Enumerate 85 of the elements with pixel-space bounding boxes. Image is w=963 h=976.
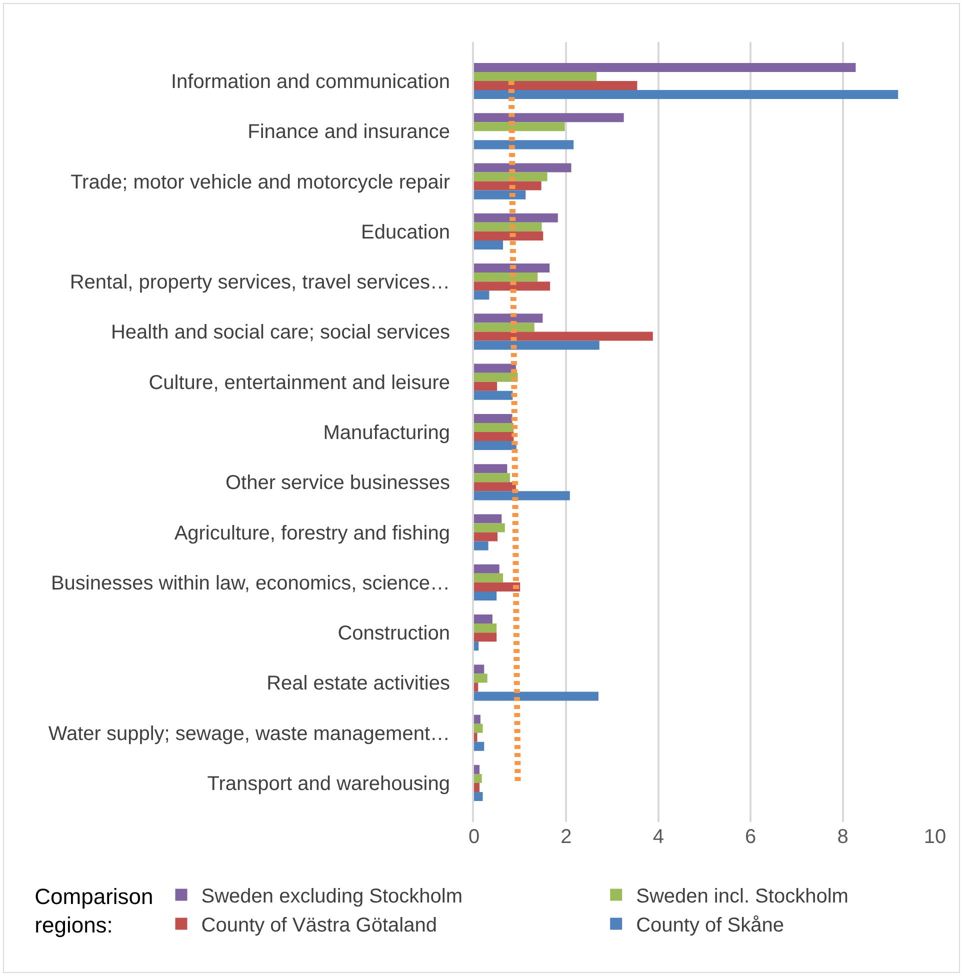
y-tick-label: Water supply; sewage, waste management… <box>48 722 450 745</box>
bar <box>474 692 598 701</box>
y-tick-label: Transport and warehousing <box>207 773 450 795</box>
legend-title: Comparison regions: <box>34 884 154 938</box>
bar <box>474 290 490 300</box>
bar <box>474 742 484 751</box>
bar <box>474 591 497 600</box>
x-tick-label: 0 <box>468 826 480 848</box>
bar <box>474 163 572 172</box>
bar <box>474 714 480 724</box>
y-tick-label: Trade; motor vehicle and motorcycle repair <box>70 171 450 194</box>
bar <box>474 81 638 90</box>
bar <box>474 674 488 683</box>
bar <box>474 172 548 182</box>
bar <box>474 541 488 550</box>
y-tick-label: Rental, property services, travel services… <box>70 272 450 294</box>
legend-label: County of Västra Götaland <box>201 914 437 936</box>
bar <box>474 282 550 291</box>
y-tick-label: Manufacturing <box>323 422 450 444</box>
x-tick-label: 6 <box>745 826 756 848</box>
bar <box>474 682 478 692</box>
bar <box>474 441 516 450</box>
bar <box>474 240 504 250</box>
bar <box>474 564 500 574</box>
bar <box>474 764 480 774</box>
bar <box>474 642 479 651</box>
y-tick-label: Other service businesses <box>225 472 450 494</box>
bar <box>474 190 526 200</box>
bar <box>474 582 520 592</box>
bar <box>474 272 538 282</box>
bar <box>474 314 543 323</box>
bar <box>474 783 480 792</box>
bar <box>474 664 484 674</box>
y-tick-label: Finance and insurance <box>248 121 450 144</box>
bar <box>474 514 502 524</box>
y-tick-label: Businesses within law, economics, science… <box>50 572 450 594</box>
bar <box>474 792 483 802</box>
bar <box>474 414 512 423</box>
bar <box>474 482 516 492</box>
bar <box>474 624 497 633</box>
bar <box>474 432 514 442</box>
bar <box>474 532 498 542</box>
bar <box>474 724 483 733</box>
bar <box>474 473 510 482</box>
bar <box>474 390 513 400</box>
y-tick-label: Agriculture, forestry and fishing <box>174 522 450 544</box>
x-tick-label: 4 <box>652 826 664 848</box>
bar <box>474 213 558 222</box>
bar <box>474 90 898 100</box>
bar <box>474 231 544 240</box>
bar <box>474 573 504 582</box>
x-tick-label: 10 <box>924 826 946 848</box>
bar <box>474 422 514 432</box>
legend-label: Sweden incl. Stockholm <box>636 886 848 908</box>
y-tick-label: Health and social care; social services <box>110 322 450 344</box>
x-tick-label: 8 <box>837 826 848 848</box>
y-tick-label: Construction <box>338 622 450 645</box>
bar <box>474 774 482 783</box>
bar <box>474 523 505 532</box>
bar <box>474 322 534 332</box>
legend-label: Sweden excluding Stockholm <box>201 886 463 908</box>
bar <box>474 340 600 350</box>
y-tick-label: Information and communication <box>170 71 450 93</box>
bar <box>474 614 492 624</box>
bar <box>474 113 624 122</box>
bar <box>474 332 653 341</box>
bar <box>474 491 570 500</box>
bar <box>474 62 856 72</box>
bar <box>474 732 478 742</box>
y-tick-label: Real estate activities <box>266 672 450 695</box>
x-tick-label: 2 <box>560 826 572 848</box>
bar <box>474 181 542 190</box>
bar <box>474 464 508 474</box>
bar <box>474 382 498 391</box>
legend-label: County of Skåne <box>636 914 784 936</box>
bar <box>474 364 516 373</box>
bar <box>474 372 518 382</box>
bar <box>474 222 542 232</box>
bar <box>474 122 565 132</box>
y-tick-label: Education <box>361 221 450 244</box>
y-tick-label: Culture, entertainment and leisure <box>148 372 450 394</box>
bar <box>474 140 574 150</box>
bar <box>474 72 597 81</box>
bar <box>474 632 497 642</box>
bar <box>474 264 550 273</box>
